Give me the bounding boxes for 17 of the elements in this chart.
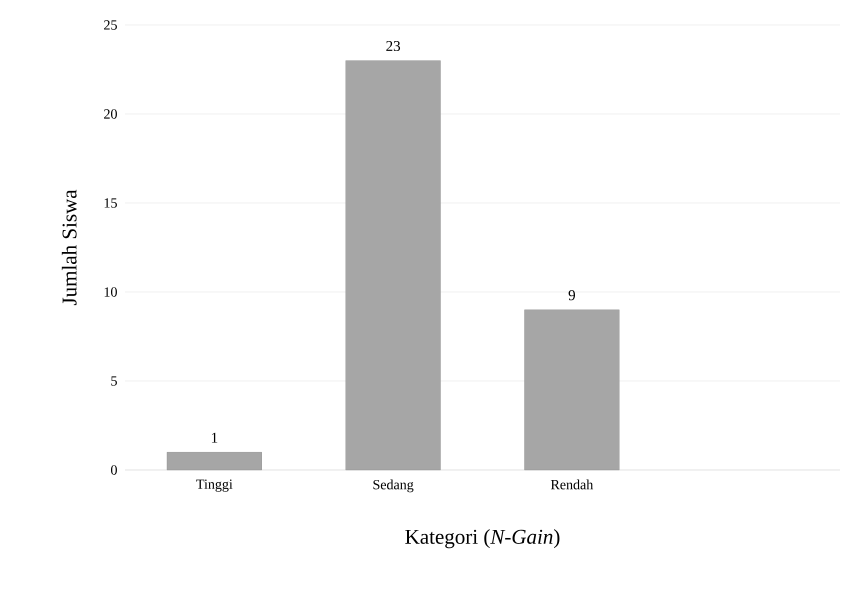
y-tick-label: 20	[104, 109, 117, 119]
data-label: 23	[386, 40, 400, 52]
x-tick-label: Tinggi	[196, 480, 233, 492]
y-tick-label: 0	[111, 465, 117, 475]
y-tick-label: 15	[104, 198, 117, 208]
y-tick-label: 10	[104, 287, 117, 297]
bar	[346, 60, 441, 470]
bar	[166, 452, 262, 470]
data-label: 1	[212, 432, 218, 443]
y-tick-label: 5	[111, 376, 117, 386]
x-tick-label: Sedang	[373, 480, 414, 492]
bar	[524, 310, 620, 470]
y-axis-title: Jumlah Siswa	[62, 190, 77, 306]
data-label: 9	[568, 290, 576, 300]
x-axis-title: Kategori (N-Gain)	[405, 529, 560, 548]
y-tick-label: 25	[104, 20, 117, 30]
x-tick-label: Rendah	[550, 480, 594, 490]
